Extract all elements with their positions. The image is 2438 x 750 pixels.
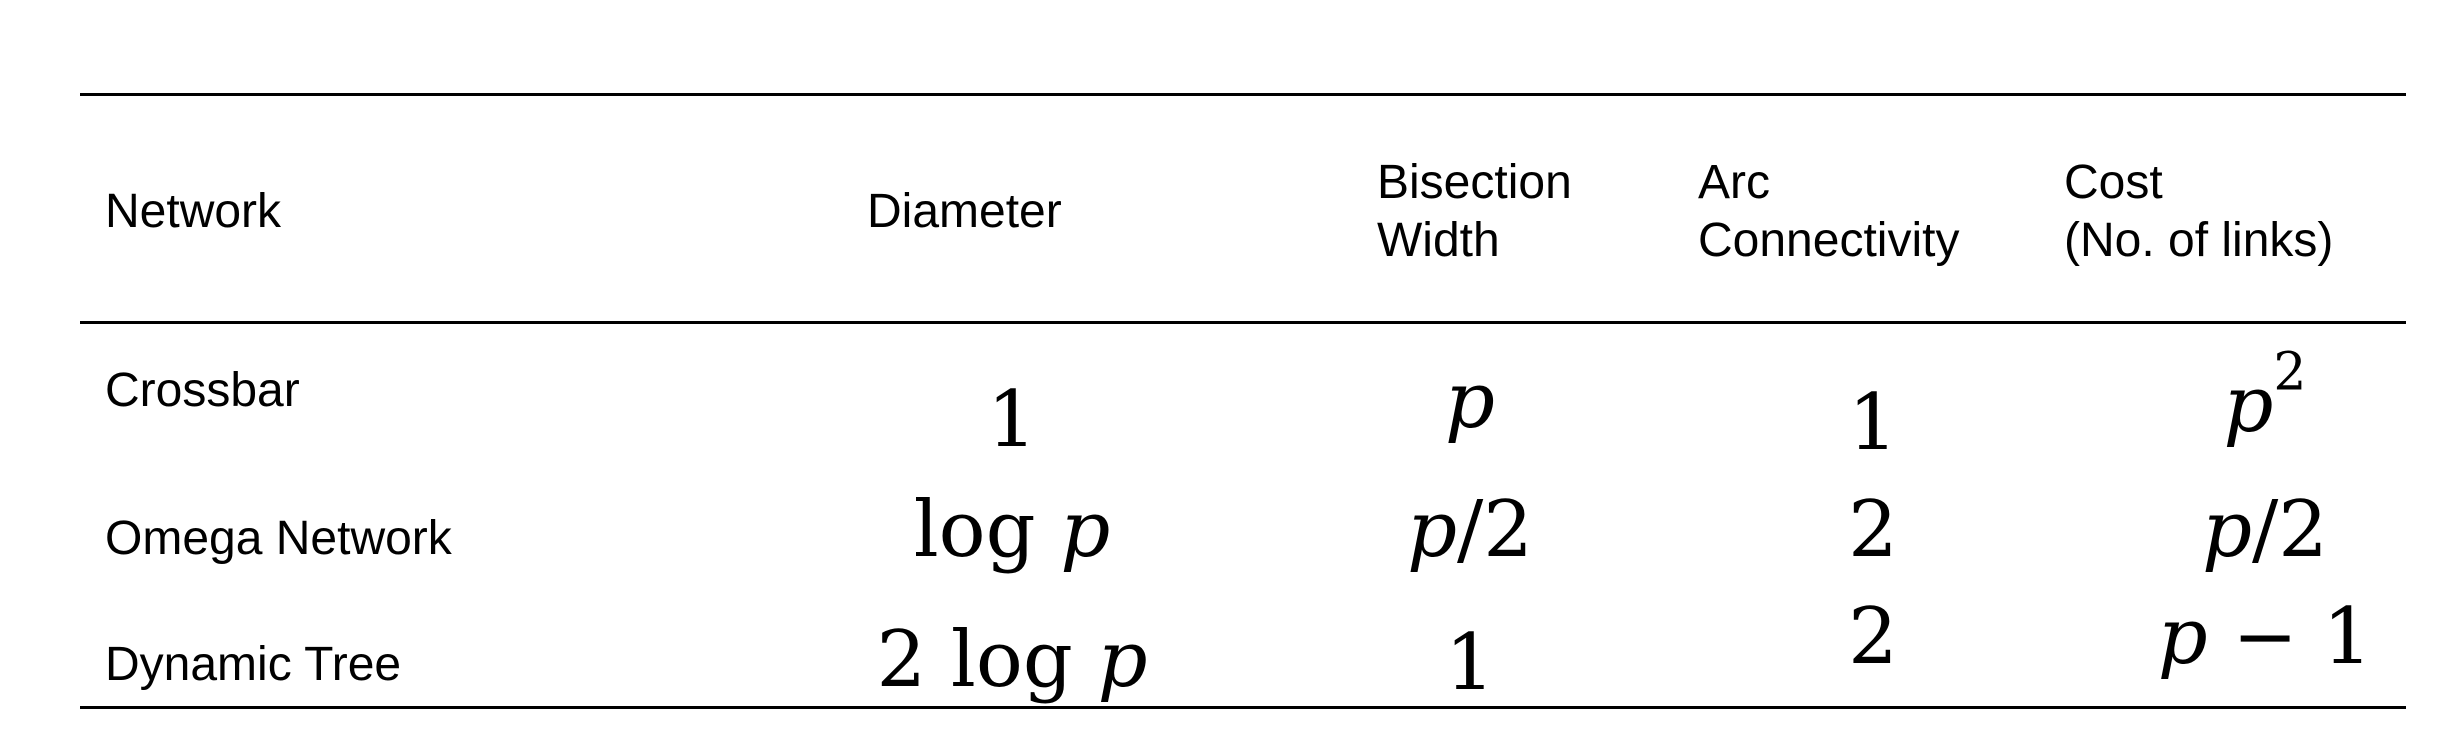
tree-arc-connectivity: 2	[1848, 592, 1898, 682]
crossbar-cost: p2	[2223, 342, 2307, 450]
top-rule	[80, 93, 2406, 96]
crossbar-bisection-width: p	[1445, 356, 1495, 446]
omega-diameter: log p	[913, 485, 1111, 575]
header-cost: Cost (No. of links)	[2064, 156, 2334, 267]
row-label-omega-network: Omega Network	[105, 512, 452, 565]
row-label-crossbar: Crossbar	[105, 364, 300, 417]
tree-diameter: 2 log p	[876, 615, 1148, 705]
omega-bisection-width: p/2	[1407, 485, 1533, 575]
crossbar-diameter: 1	[987, 375, 1037, 465]
header-network: Network	[105, 185, 282, 238]
header-diameter: Diameter	[867, 185, 1062, 238]
row-label-dynamic-tree: Dynamic Tree	[105, 638, 402, 691]
omega-cost: p/2	[2202, 485, 2328, 575]
header-arc-connectivity: Arc Connectivity	[1698, 156, 1960, 267]
crossbar-arc-connectivity: 1	[1848, 378, 1898, 468]
tree-bisection-width: 1	[1445, 618, 1495, 708]
bottom-rule	[80, 706, 2406, 709]
header-rule	[80, 321, 2406, 324]
header-bisection-width: Bisection Width	[1377, 156, 1572, 267]
omega-arc-connectivity: 2	[1848, 485, 1898, 575]
tree-cost: p − 1	[2157, 592, 2373, 682]
